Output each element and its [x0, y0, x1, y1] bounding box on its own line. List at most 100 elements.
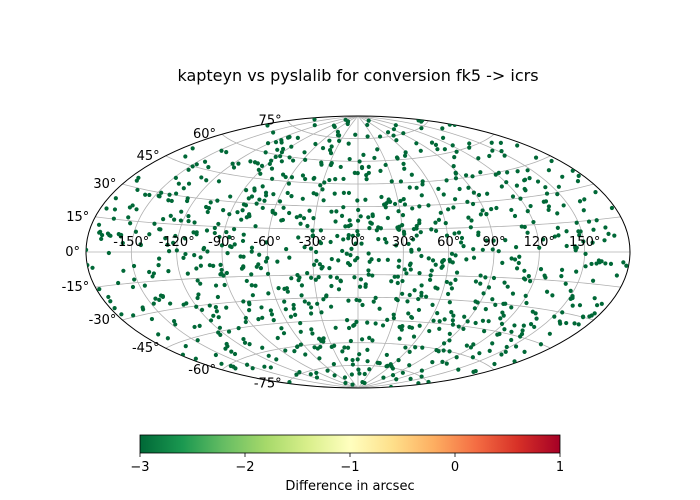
data-point [279, 140, 284, 145]
data-point [298, 213, 303, 218]
longitude-tick-label: 60° [437, 235, 460, 250]
data-point [343, 380, 348, 386]
data-point [397, 336, 402, 341]
data-point [255, 161, 260, 166]
data-point [417, 323, 422, 328]
data-point [112, 207, 118, 212]
data-point [263, 150, 268, 155]
data-point [378, 168, 383, 173]
data-point [478, 170, 483, 175]
data-point [360, 302, 365, 308]
data-point [490, 297, 495, 302]
data-point [263, 259, 269, 264]
data-point [147, 269, 152, 275]
data-point [314, 192, 319, 197]
data-point [355, 198, 360, 203]
data-point [319, 310, 324, 315]
data-point [335, 233, 340, 239]
data-point [437, 319, 442, 324]
data-point [331, 123, 337, 128]
data-point [514, 266, 520, 271]
data-point [449, 251, 455, 256]
data-point [456, 230, 462, 235]
data-point [131, 263, 137, 269]
data-point [306, 301, 311, 306]
data-point [365, 134, 370, 139]
data-point [586, 219, 592, 224]
data-point [298, 329, 303, 334]
data-point [149, 316, 155, 322]
data-point [555, 211, 560, 216]
data-point [269, 166, 275, 171]
data-point [126, 215, 131, 220]
data-point [420, 179, 425, 184]
data-point [382, 236, 388, 242]
data-point [504, 344, 509, 350]
data-point [358, 277, 364, 282]
data-point [400, 213, 406, 218]
data-point [199, 175, 204, 180]
data-point [420, 182, 425, 187]
data-point [522, 177, 528, 182]
data-point [473, 279, 479, 284]
data-point [173, 175, 178, 180]
data-point [470, 174, 475, 179]
data-point [321, 198, 326, 203]
data-point [451, 164, 456, 169]
data-point [574, 220, 579, 225]
data-point [503, 301, 508, 306]
data-point [512, 359, 517, 364]
data-point [219, 272, 224, 277]
data-point [400, 222, 405, 228]
data-point [348, 338, 353, 344]
data-point [525, 230, 530, 235]
data-point [450, 260, 455, 265]
latitude-tick-label: 45° [137, 149, 160, 164]
data-point [564, 229, 569, 234]
data-point [216, 315, 221, 320]
data-point [336, 258, 341, 263]
data-point [151, 301, 156, 306]
data-point [568, 288, 573, 294]
data-point [555, 225, 560, 230]
data-point [239, 266, 245, 271]
data-point [310, 233, 316, 238]
data-point [202, 159, 208, 164]
data-point [294, 215, 299, 220]
data-point [464, 343, 469, 348]
data-point [275, 259, 280, 264]
data-point [221, 208, 226, 213]
data-point [301, 216, 307, 221]
data-point [391, 312, 396, 317]
data-point [403, 150, 408, 155]
data-point [291, 306, 296, 311]
data-point [412, 288, 417, 293]
data-point [426, 256, 431, 261]
data-point [522, 268, 527, 273]
data-point [458, 240, 464, 245]
data-point [519, 224, 524, 229]
data-point [355, 255, 360, 261]
data-point [369, 257, 374, 262]
data-point [280, 217, 286, 223]
data-point [370, 338, 375, 343]
data-point [391, 133, 396, 138]
data-point [308, 246, 314, 251]
data-point [462, 314, 467, 319]
data-point [135, 187, 140, 193]
colorbar: −3 −2 −1 0 1 Difference in arcsec [130, 434, 564, 494]
data-point [192, 324, 197, 330]
data-point [253, 283, 258, 288]
data-point [243, 315, 248, 321]
data-point [414, 185, 419, 190]
data-point [282, 299, 287, 304]
data-point [265, 271, 271, 276]
data-point [471, 369, 476, 374]
data-point [498, 140, 503, 145]
data-point [359, 337, 365, 342]
parallel-line [287, 364, 429, 384]
data-point [161, 217, 166, 222]
data-point [97, 230, 102, 235]
data-point [591, 227, 596, 232]
data-point [501, 313, 506, 318]
